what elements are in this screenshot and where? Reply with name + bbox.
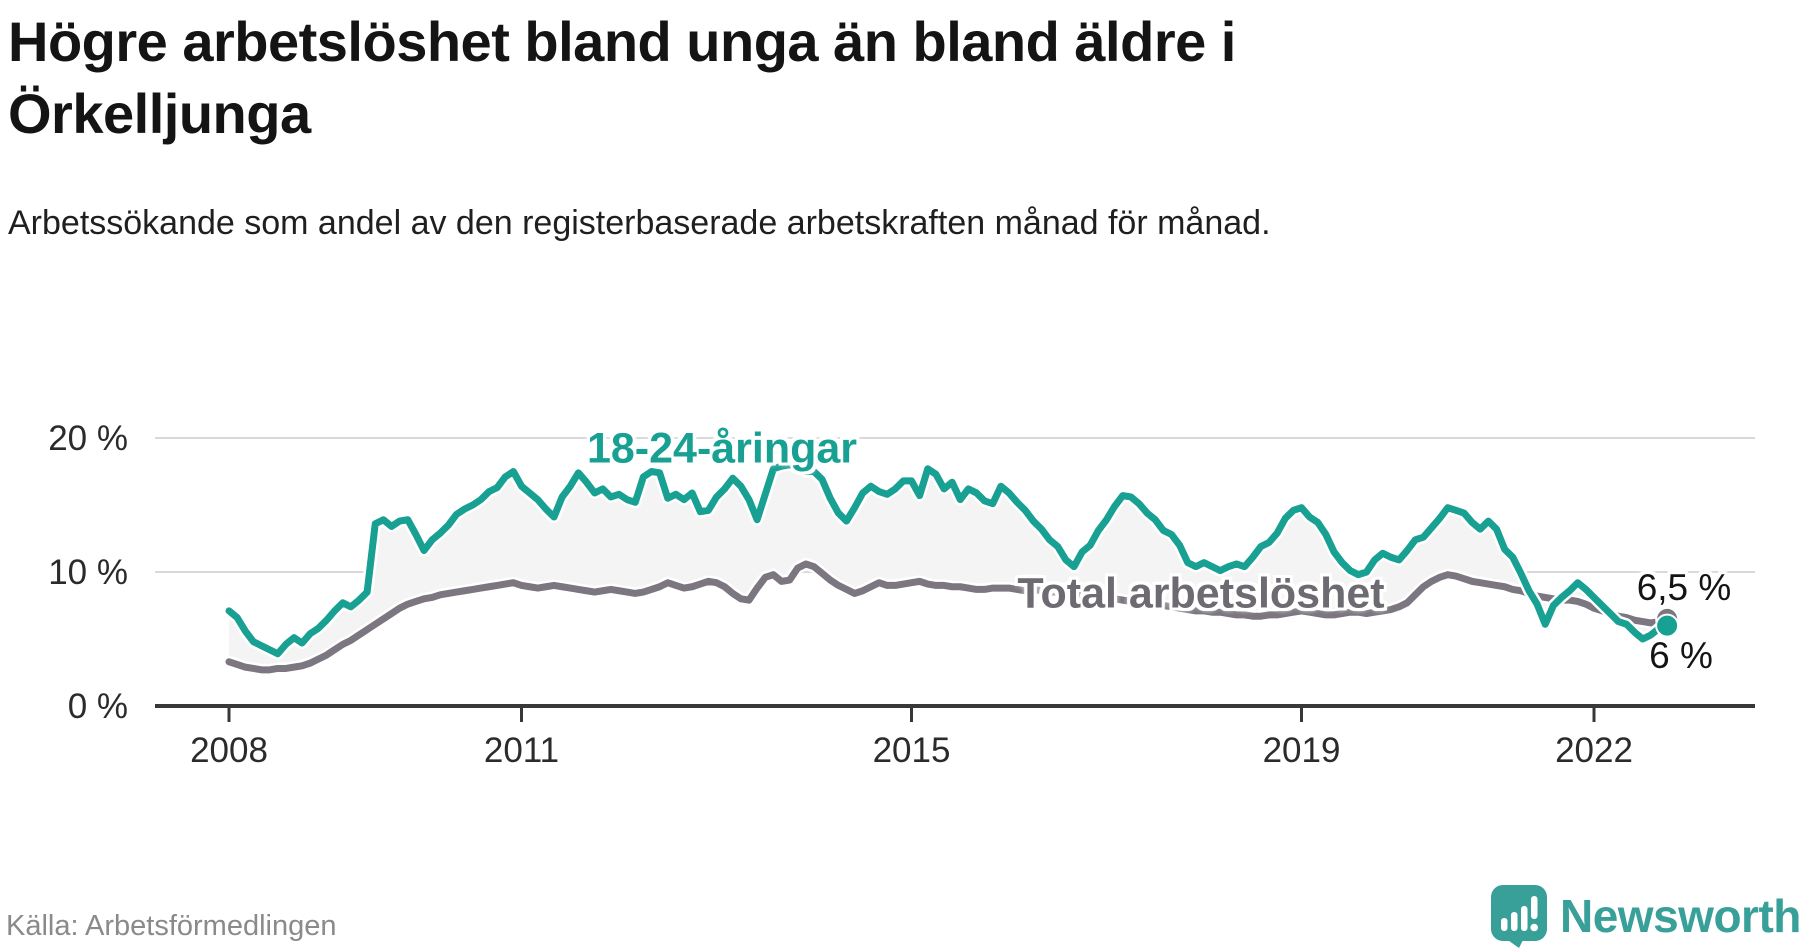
y-tick-label-10: 10 % xyxy=(48,553,128,592)
y-tick-label-20: 20 % xyxy=(48,419,128,458)
series-line-0 xyxy=(225,461,1671,658)
y-tick-label-0: 0 % xyxy=(68,687,128,726)
series-label-18-24: 18-24-åringar xyxy=(586,424,858,473)
newsworthy-logo: Newsworthy xyxy=(1490,884,1800,948)
x-tick-label-2015: 2015 xyxy=(873,731,951,770)
page-subtitle: Arbetssökande som andel av den registerb… xyxy=(8,204,1271,242)
series-line-1 xyxy=(225,560,1671,674)
x-tick-label-2022: 2022 xyxy=(1555,731,1633,770)
series-label-total: Total arbetslöshet xyxy=(1017,569,1385,618)
page-title: Högre arbetslöshet bland unga än bland ä… xyxy=(8,10,1236,145)
x-tick-label-2008: 2008 xyxy=(190,731,268,770)
end-dot-0 xyxy=(1655,613,1680,638)
x-tick-label-2011: 2011 xyxy=(484,731,559,770)
end-value-total: 6,5 % xyxy=(1636,567,1732,608)
area-between-series xyxy=(229,464,1668,670)
newsworthy-wordmark: Newsworthy xyxy=(1560,890,1800,942)
newsworthy-logo-icon xyxy=(1491,885,1547,948)
end-value-18-24: 6 % xyxy=(1649,635,1713,676)
source-note: Källa: Arbetsförmedlingen xyxy=(6,910,337,942)
x-tick-label-2019: 2019 xyxy=(1263,731,1341,770)
